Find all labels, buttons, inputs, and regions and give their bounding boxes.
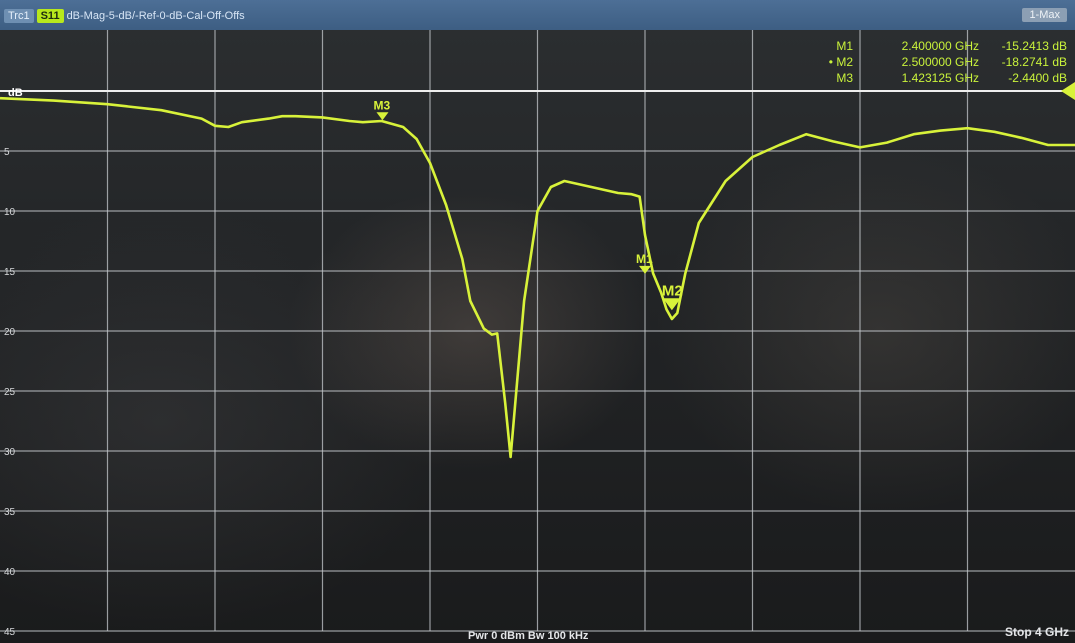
- marker-m3-icon: [376, 112, 389, 121]
- marker-m2-label: M2: [662, 282, 683, 299]
- y-tick-label: 30: [4, 447, 16, 458]
- marker-table: M1 2.400000 GHz -15.2413 dB • M2 2.50000…: [827, 38, 1067, 86]
- y-tick-label: 25: [4, 387, 16, 398]
- marker-m3-label: M3: [373, 98, 390, 112]
- trace-info[interactable]: Trc1 S11 dB-Mag-5-dB/-Ref-0-dB-Cal-Off-O…: [4, 7, 245, 25]
- marker-name: M1: [836, 39, 853, 53]
- stop-frequency-label[interactable]: Stop 4 GHz: [1004, 625, 1069, 639]
- power-bandwidth-label: Pwr 0 dBm Bw 100 kHz: [468, 630, 589, 642]
- marker-row-m3: M3 1.423125 GHz -2.4400 dB: [827, 70, 1067, 86]
- marker-m2-icon: [662, 298, 681, 311]
- reference-label: dB: [8, 87, 23, 99]
- marker-row-m2: • M2 2.500000 GHz -18.2741 dB: [827, 54, 1067, 70]
- y-tick-label: 20: [4, 327, 16, 338]
- marker-value: -2.4400 dB: [1008, 71, 1067, 85]
- trace-format-text: dB-Mag-5-dB/-Ref-0-dB-Cal-Off-Offs: [66, 10, 245, 22]
- marker-frequency: 2.500000 GHz: [901, 55, 979, 69]
- y-tick-label: 40: [4, 567, 16, 578]
- y-tick-label: 45: [4, 627, 16, 638]
- marker-m1-label: M1: [636, 252, 653, 266]
- trace-label[interactable]: Trc1: [4, 9, 34, 23]
- y-tick-label: 15: [4, 267, 16, 278]
- y-tick-label: 5: [4, 147, 10, 158]
- y-tick-label: 10: [4, 207, 16, 218]
- marker-frequency: 1.423125 GHz: [901, 71, 979, 85]
- active-marker-name: M2: [836, 55, 853, 69]
- s-parameter-label[interactable]: S11: [36, 9, 64, 23]
- marker-row-m1: M1 2.400000 GHz -15.2413 dB: [827, 38, 1067, 54]
- marker-value: -18.2741 dB: [1001, 55, 1067, 69]
- y-tick-label: 35: [4, 507, 16, 518]
- trace-line: [0, 96, 1075, 459]
- marker-frequency: 2.400000 GHz: [901, 39, 979, 53]
- marker-name: • M2: [828, 55, 853, 69]
- trace-header-bar: Trc1 S11 dB-Mag-5-dB/-Ref-0-dB-Cal-Off-O…: [0, 0, 1075, 30]
- marker-value: -15.2413 dB: [1001, 39, 1067, 53]
- marker-name: M3: [836, 71, 853, 85]
- max-button[interactable]: 1-Max: [1022, 8, 1067, 22]
- reference-arrow-icon: [1061, 82, 1075, 100]
- marker-m1-icon: [639, 265, 651, 274]
